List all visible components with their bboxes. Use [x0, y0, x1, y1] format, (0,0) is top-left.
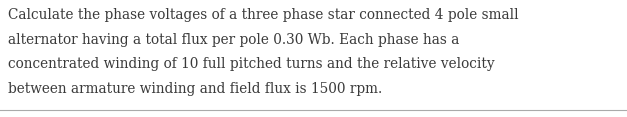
Text: alternator having a total flux per pole 0.30 Wb. Each phase has a: alternator having a total flux per pole … — [8, 33, 459, 47]
Text: concentrated winding of 10 full pitched turns and the relative velocity: concentrated winding of 10 full pitched … — [8, 57, 494, 71]
Text: between armature winding and field flux is 1500 rpm.: between armature winding and field flux … — [8, 82, 382, 96]
Text: Calculate the phase voltages of a three phase star connected 4 pole small: Calculate the phase voltages of a three … — [8, 8, 518, 22]
